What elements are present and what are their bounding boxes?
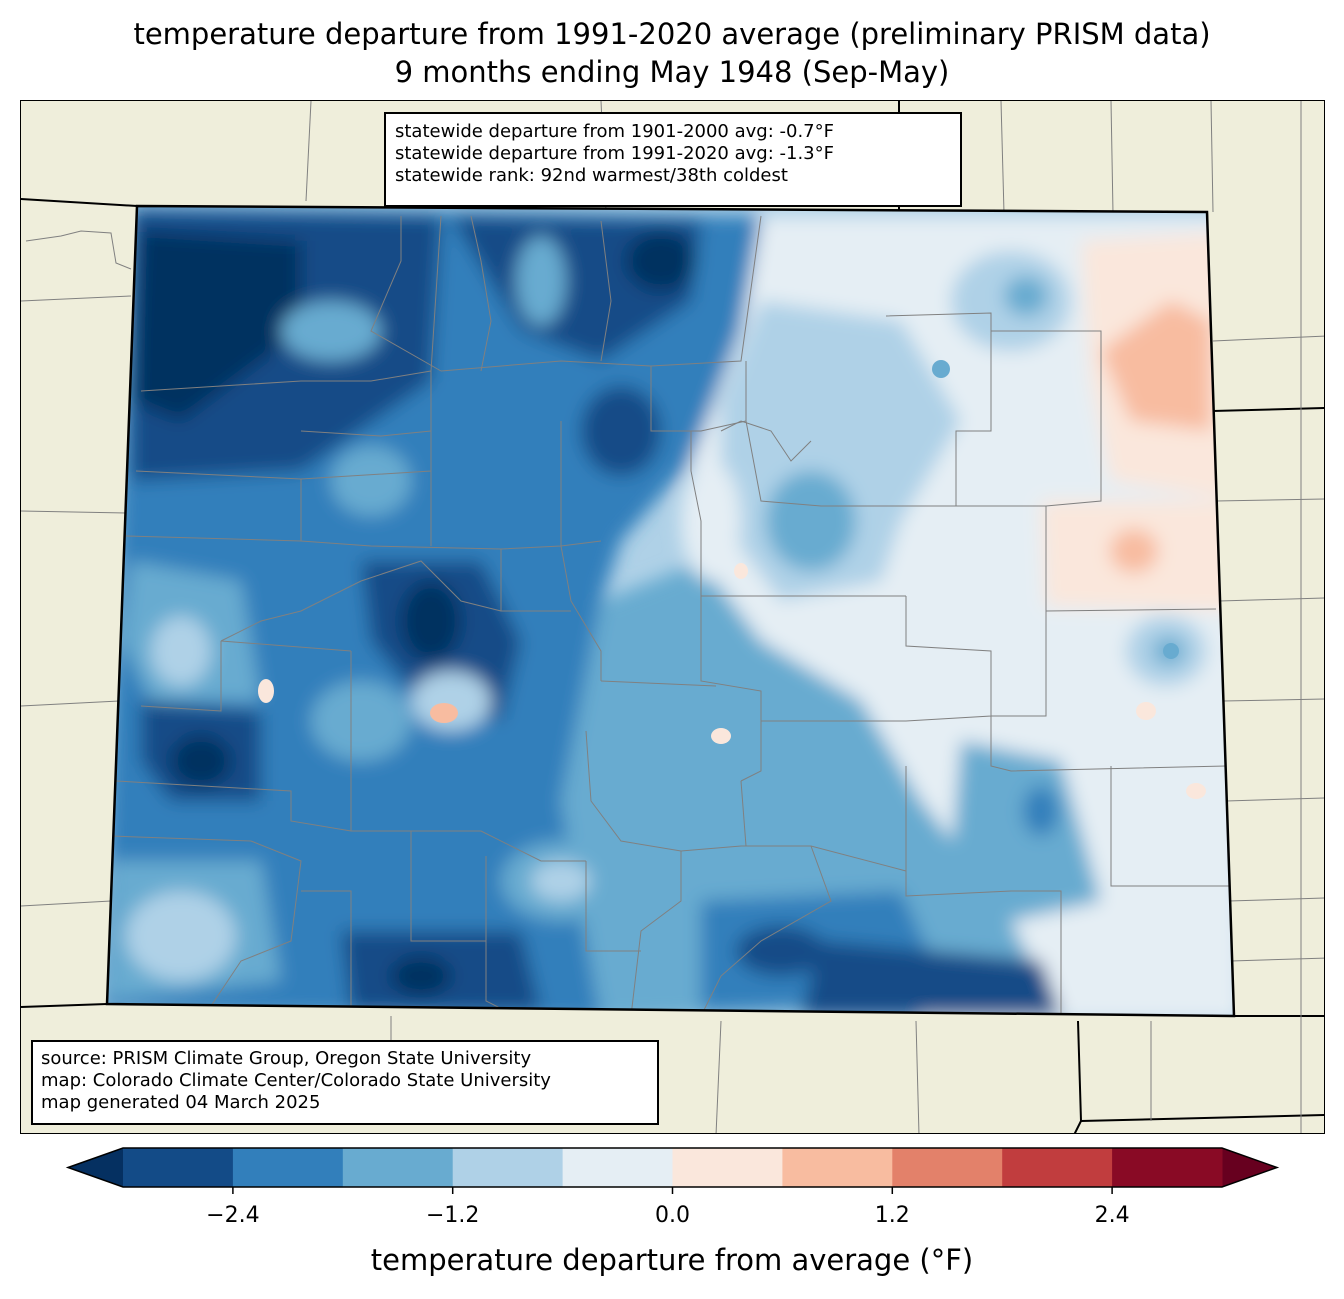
map-generated-line: map generated 04 March 2025 xyxy=(41,1092,321,1113)
colorbar-bin xyxy=(452,1148,564,1187)
colorbar-bin xyxy=(562,1148,673,1187)
colorbar xyxy=(65,1147,1280,1194)
county-lines xyxy=(110,215,1229,1016)
map-subtitle: 9 months ending May 1948 (Sep-May) xyxy=(394,55,950,89)
source-box: source: PRISM Climate Group, Oregon Stat… xyxy=(31,1040,659,1125)
colorbar-bin xyxy=(342,1148,454,1187)
colorbar-bin xyxy=(123,1148,234,1187)
colorbar-bin xyxy=(1112,1148,1223,1187)
colorbar-bin xyxy=(232,1148,344,1187)
colorbar-tick-label: 0.0 xyxy=(655,1203,690,1228)
source-line: source: PRISM Climate Group, Oregon Stat… xyxy=(41,1048,532,1069)
map-credit-line: map: Colorado Climate Center/Colorado St… xyxy=(41,1070,551,1091)
colorbar-tick-label: 1.2 xyxy=(874,1203,910,1228)
stat-departure-1901-2000: statewide departure from 1901-2000 avg: … xyxy=(395,121,834,142)
stat-rank: statewide rank: 92nd warmest/38th coldes… xyxy=(395,165,788,186)
colorbar-outline xyxy=(65,1147,1280,1188)
colorbar-tick-label: 2.4 xyxy=(1094,1203,1130,1228)
stat-departure-1991-2020: statewide departure from 1991-2020 avg: … xyxy=(395,143,834,164)
temperature-field xyxy=(107,206,1234,1016)
colorado-border xyxy=(105,204,1236,1018)
colorbar-bin xyxy=(892,1148,1003,1187)
colorado-map xyxy=(21,101,1324,1133)
colorbar-bin xyxy=(672,1148,783,1187)
colorbar-tick-label: −2.4 xyxy=(206,1203,260,1228)
colorbar-bin xyxy=(782,1148,893,1187)
colorbar-bin xyxy=(1002,1148,1113,1187)
statewide-stats-box: statewide departure from 1901-2000 avg: … xyxy=(384,112,962,207)
colorbar-label: temperature departure from average (°F) xyxy=(370,1243,974,1277)
colorbar-extend-high xyxy=(1222,1148,1277,1187)
map-title: temperature departure from 1991-2020 ave… xyxy=(133,17,1211,51)
colorbar-extend-low xyxy=(68,1148,123,1187)
colorbar-tick-label: −1.2 xyxy=(425,1203,480,1228)
map-panel xyxy=(20,100,1325,1134)
